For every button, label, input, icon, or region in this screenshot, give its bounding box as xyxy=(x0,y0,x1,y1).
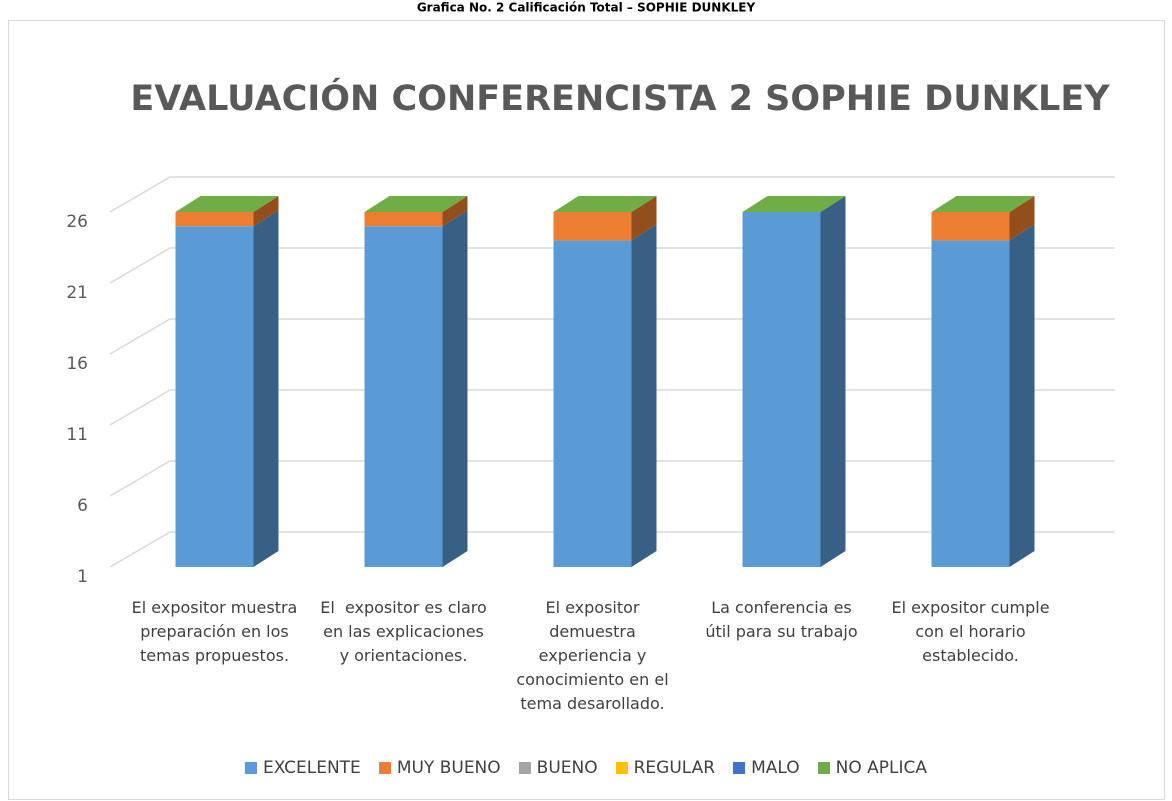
legend-item: MUY BUENO xyxy=(378,758,501,778)
legend-swatch xyxy=(817,762,830,774)
x-tick-label: La conferencia es útil para su trabajo xyxy=(705,598,858,641)
bar-segment xyxy=(553,240,632,567)
bar-top xyxy=(553,196,657,212)
y-tick-label: 11 xyxy=(66,425,88,445)
bar-segment xyxy=(364,212,443,227)
bar-segment xyxy=(742,212,821,567)
y-tick-label: 26 xyxy=(66,212,88,232)
legend: EXCELENTE MUY BUENO BUENO REGULAR MALO NO APL… xyxy=(0,758,1172,778)
x-tick-label: El expositor es claro en las explicacion… xyxy=(320,598,487,665)
bar-segment xyxy=(553,212,632,241)
bar-top xyxy=(931,196,1035,212)
bar-side xyxy=(442,196,468,227)
bar-side xyxy=(1009,224,1035,567)
y-tick-label: 6 xyxy=(77,496,88,516)
legend-label: BUENO xyxy=(536,758,598,778)
x-tick-label: El expositor demuestra experiencia y con… xyxy=(516,598,674,713)
y-tick-label: 1 xyxy=(77,567,88,587)
legend-swatch xyxy=(733,762,746,774)
bar-side xyxy=(442,210,468,567)
legend-item: NO APLICA xyxy=(817,758,928,778)
bar-top xyxy=(742,196,846,212)
legend-item: EXCELENTE xyxy=(244,758,361,778)
bar-side xyxy=(253,210,279,567)
bar-segment xyxy=(931,212,1010,241)
legend-item: MALO xyxy=(733,758,800,778)
legend-item: BUENO xyxy=(518,758,598,778)
bar-segment xyxy=(175,226,254,567)
bar-segment xyxy=(364,226,443,567)
legend-swatch xyxy=(518,762,531,774)
bar-top xyxy=(364,196,468,212)
chart-title: EVALUACIÓN CONFERENCISTA 2 SOPHIE DUNKLE… xyxy=(130,77,1110,119)
legend-label: EXCELENTE xyxy=(262,758,361,778)
bar-segment xyxy=(931,240,1010,567)
bar-segment xyxy=(175,212,254,227)
y-tick-label: 16 xyxy=(66,354,88,374)
x-tick-label: El expositor cumple con el horario estab… xyxy=(891,598,1055,665)
y-tick-label: 21 xyxy=(66,283,88,303)
bar-side xyxy=(1009,196,1035,241)
legend-label: NO APLICA xyxy=(835,758,928,778)
legend-swatch xyxy=(378,762,391,774)
bar-side xyxy=(253,196,279,227)
caption: Grafica No. 2 Calificación Total – SOPHI… xyxy=(417,1,756,15)
grid-line xyxy=(109,176,1115,213)
legend-label: MUY BUENO xyxy=(396,758,501,778)
legend-label: MALO xyxy=(751,758,800,778)
x-tick-label: El expositor muestra preparación en los … xyxy=(131,598,298,665)
bar-top xyxy=(175,196,279,212)
bar-side xyxy=(631,196,657,241)
legend-swatch xyxy=(244,762,257,774)
legend-label: REGULAR xyxy=(633,758,716,778)
bar-side xyxy=(820,196,846,567)
bar-side xyxy=(631,224,657,567)
legend-item: REGULAR xyxy=(615,758,716,778)
legend-swatch xyxy=(615,762,628,774)
